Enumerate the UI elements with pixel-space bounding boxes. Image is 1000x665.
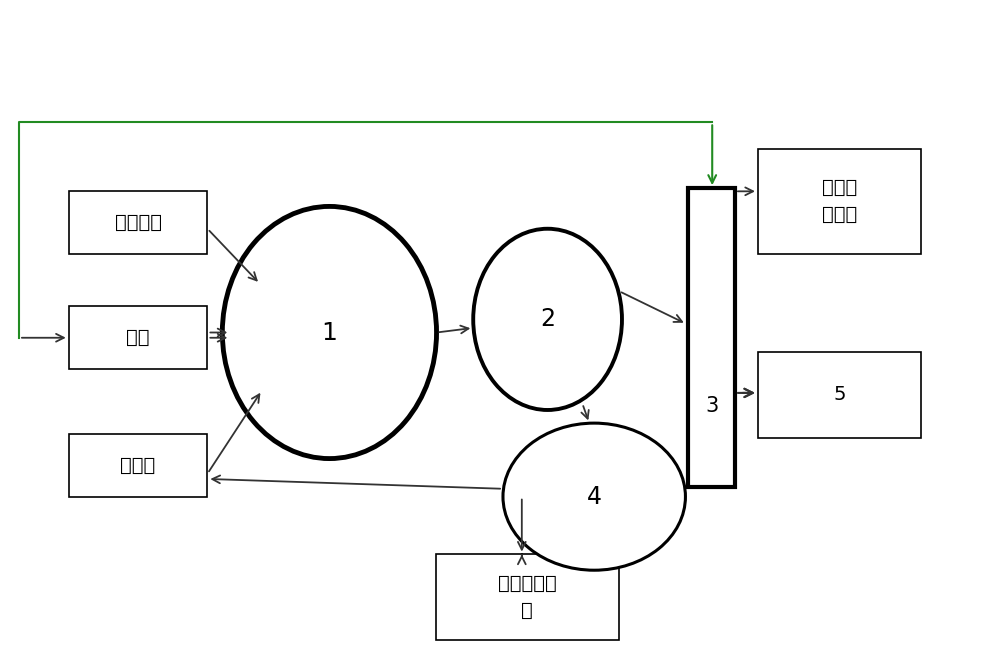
Text: 2: 2	[540, 307, 555, 331]
Text: 废弃油脂: 废弃油脂	[115, 213, 162, 232]
FancyBboxPatch shape	[69, 192, 207, 254]
FancyBboxPatch shape	[758, 149, 921, 254]
FancyBboxPatch shape	[436, 555, 619, 640]
Ellipse shape	[503, 423, 685, 570]
Text: 1: 1	[321, 321, 337, 344]
Text: 催化剂: 催化剂	[120, 456, 156, 475]
FancyBboxPatch shape	[688, 188, 735, 487]
Text: 3: 3	[705, 396, 718, 416]
Ellipse shape	[473, 229, 622, 410]
Text: 去酯交换物
料: 去酯交换物 料	[498, 575, 557, 620]
Text: 尾气冷
冻焚烧: 尾气冷 冻焚烧	[822, 178, 857, 224]
FancyBboxPatch shape	[69, 307, 207, 368]
Text: 4: 4	[587, 485, 602, 509]
Text: 甲醇: 甲醇	[126, 328, 150, 347]
Ellipse shape	[222, 206, 437, 459]
FancyBboxPatch shape	[758, 352, 921, 438]
FancyBboxPatch shape	[69, 434, 207, 497]
Text: 5: 5	[833, 386, 846, 404]
